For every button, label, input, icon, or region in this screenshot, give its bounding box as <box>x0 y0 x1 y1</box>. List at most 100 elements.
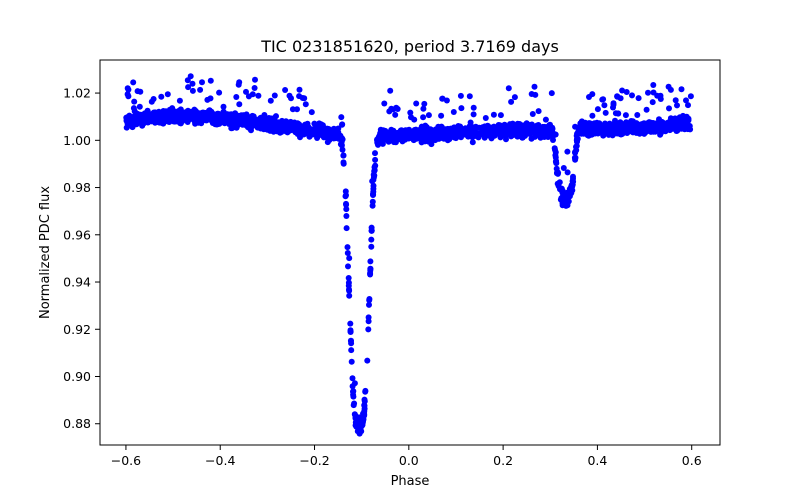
data-point <box>511 130 518 137</box>
data-point <box>570 173 576 180</box>
data-point <box>678 86 685 93</box>
x-tick-label: 0.4 <box>587 453 607 468</box>
data-point <box>129 124 136 131</box>
data-point <box>125 86 132 93</box>
data-point <box>257 118 263 125</box>
data-point <box>367 258 374 265</box>
data-point <box>589 112 596 119</box>
data-point <box>248 127 254 134</box>
data-point <box>243 120 249 127</box>
data-point <box>350 402 357 409</box>
data-point <box>236 79 243 86</box>
data-point <box>674 102 680 109</box>
data-point <box>296 93 303 100</box>
data-point <box>405 127 412 134</box>
data-point <box>469 139 476 146</box>
data-point <box>164 91 171 98</box>
data-point <box>309 127 315 134</box>
data-point <box>481 129 488 136</box>
data-point <box>586 94 592 100</box>
data-point <box>367 265 374 272</box>
data-point <box>160 120 167 127</box>
data-point <box>481 124 488 130</box>
data-point <box>650 89 657 96</box>
data-point <box>635 95 642 102</box>
data-point <box>649 99 656 106</box>
data-point <box>233 94 240 100</box>
data-point <box>187 73 194 80</box>
data-point <box>413 135 420 142</box>
data-point <box>288 95 294 102</box>
x-axis-label: Phase <box>391 474 430 489</box>
data-point <box>683 97 689 104</box>
data-point <box>277 129 284 136</box>
data-point <box>189 80 196 87</box>
data-point <box>221 118 227 125</box>
data-point <box>658 129 665 135</box>
data-point <box>322 132 329 139</box>
data-point <box>547 124 554 131</box>
data-point <box>197 86 204 93</box>
data-point <box>280 125 287 132</box>
data-point <box>131 98 138 105</box>
data-point <box>561 199 568 206</box>
data-point <box>505 85 512 92</box>
data-point <box>185 111 192 118</box>
data-point <box>665 125 672 132</box>
data-point <box>542 116 549 123</box>
data-point <box>510 124 517 131</box>
data-point <box>628 118 635 124</box>
data-point <box>593 119 600 126</box>
data-point <box>368 243 375 250</box>
data-point <box>344 244 351 251</box>
data-point <box>519 134 526 141</box>
data-point <box>503 136 509 143</box>
x-tick-label: −0.2 <box>299 453 329 468</box>
data-point <box>457 92 464 99</box>
data-point <box>365 326 372 333</box>
data-point <box>372 150 378 157</box>
data-point <box>142 117 149 124</box>
data-point <box>488 128 494 135</box>
data-point <box>490 111 497 118</box>
data-point <box>362 388 369 395</box>
data-point <box>176 109 183 116</box>
data-point <box>369 178 376 185</box>
y-tick-label: 1.00 <box>63 133 91 148</box>
data-point <box>148 118 155 125</box>
data-point <box>128 119 135 125</box>
data-point <box>539 127 546 134</box>
data-point <box>351 380 358 387</box>
data-point <box>464 131 471 138</box>
data-point <box>271 92 278 99</box>
data-point <box>602 109 609 116</box>
data-point <box>458 129 465 136</box>
data-point <box>553 165 560 172</box>
data-point <box>137 88 144 95</box>
data-point <box>586 120 593 127</box>
data-point <box>392 111 399 118</box>
data-point <box>551 145 558 152</box>
data-point <box>159 113 165 120</box>
y-tick-label: 0.90 <box>63 369 91 384</box>
data-point <box>578 118 585 125</box>
data-point <box>488 135 495 142</box>
data-point <box>549 129 556 136</box>
data-point <box>158 93 165 100</box>
data-point <box>282 87 289 93</box>
data-point <box>125 113 132 120</box>
data-point <box>528 91 535 97</box>
data-point <box>347 320 354 327</box>
data-point <box>439 95 446 102</box>
data-point <box>421 100 428 107</box>
data-point <box>370 190 376 197</box>
data-point <box>350 393 357 400</box>
data-point <box>204 112 211 119</box>
data-point <box>535 108 542 115</box>
data-point <box>267 97 274 104</box>
data-point <box>345 275 352 281</box>
y-tick-label: 1.02 <box>63 86 91 101</box>
data-point <box>467 119 474 126</box>
data-point <box>568 190 575 196</box>
